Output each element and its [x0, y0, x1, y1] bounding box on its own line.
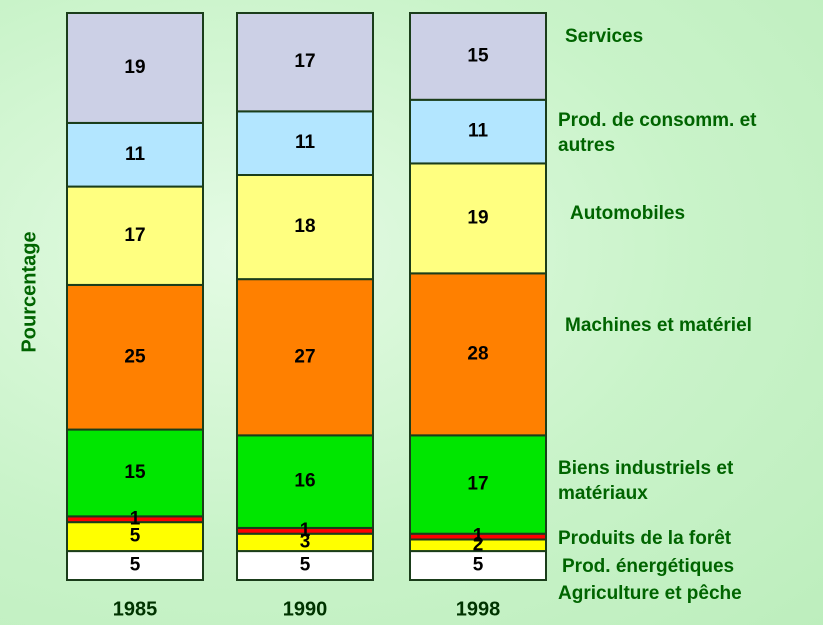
- legend-label: Automobiles: [570, 203, 686, 224]
- bar-segment: [236, 174, 374, 281]
- value-label: 25: [124, 346, 146, 367]
- bar-segment: [236, 110, 374, 176]
- value-label: 5: [473, 555, 484, 576]
- x-tick-label: 1990: [283, 598, 328, 620]
- legend-label: Produits de la forêt: [558, 528, 732, 549]
- value-label: 1: [300, 520, 311, 541]
- value-label: 15: [124, 462, 146, 483]
- value-label: 17: [467, 474, 488, 495]
- value-label: 17: [294, 51, 315, 72]
- value-label: 19: [124, 57, 145, 78]
- value-label: 19: [467, 207, 488, 228]
- y-axis-label: Pourcentage: [18, 231, 40, 352]
- value-label: 2: [473, 534, 484, 555]
- value-label: 5: [130, 526, 141, 547]
- value-label: 11: [295, 132, 316, 153]
- bar-segment: [236, 12, 374, 113]
- value-label: 1: [130, 508, 141, 529]
- value-label: 1: [473, 526, 484, 547]
- value-label: 28: [467, 343, 488, 364]
- value-label: 15: [467, 45, 489, 66]
- value-label: 18: [294, 216, 315, 237]
- bar-segment: [409, 434, 547, 535]
- value-label: 5: [300, 555, 311, 576]
- value-label: 3: [300, 531, 311, 552]
- bar-segment: [66, 12, 204, 124]
- legend-label: Agriculture et pêche: [558, 583, 742, 604]
- value-label: 11: [468, 121, 489, 142]
- bar-segment: [409, 272, 547, 437]
- bar-segment: [236, 278, 374, 437]
- x-tick-label: 1985: [113, 598, 158, 620]
- legend-label: Machines et matériel: [565, 315, 752, 336]
- legend-label: Prod. de consomm. et autres: [558, 110, 757, 156]
- value-label: 5: [130, 555, 141, 576]
- x-tick-label: 1998: [456, 598, 501, 620]
- bar-segment: [409, 550, 547, 581]
- bar-segment: [409, 162, 547, 275]
- value-label: 11: [125, 144, 146, 165]
- bar-segment: [409, 12, 547, 101]
- legend-label: Prod. énergétiques: [562, 556, 735, 577]
- legend-label: Biens industriels et matériaux: [558, 458, 734, 504]
- bar-segment: [66, 428, 204, 518]
- bar-segment: [236, 550, 374, 581]
- value-label: 17: [124, 225, 145, 246]
- legend-label: Services: [565, 26, 644, 47]
- value-label: 27: [294, 346, 315, 367]
- value-label: 16: [294, 471, 315, 492]
